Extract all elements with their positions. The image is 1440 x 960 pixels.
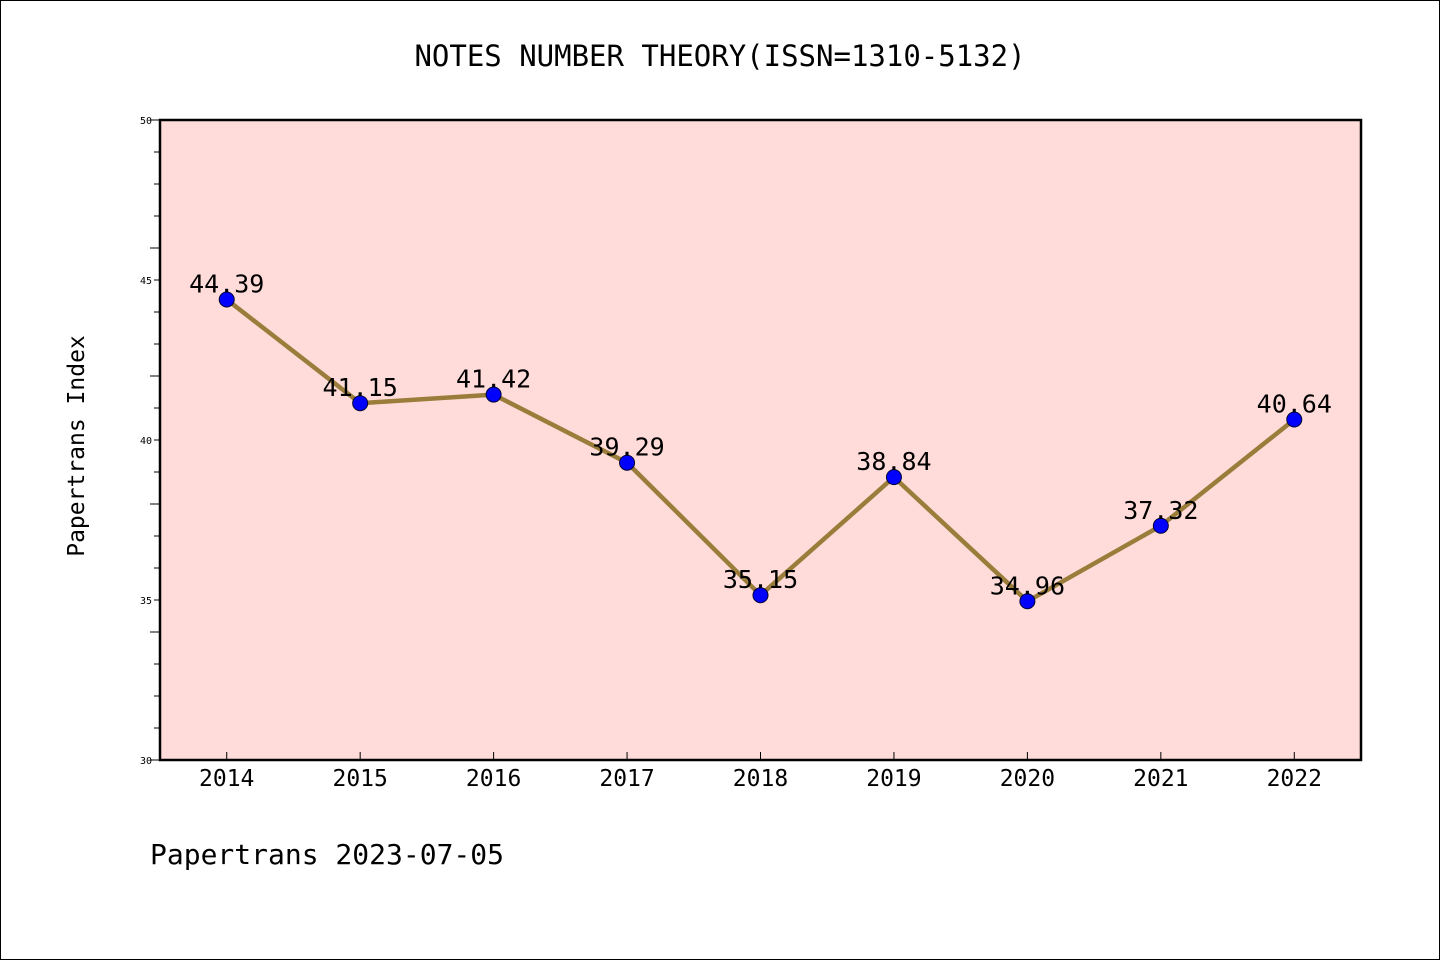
data-point	[352, 395, 369, 412]
data-point	[619, 454, 636, 471]
data-label: 38.84	[856, 447, 931, 476]
data-label: 44.39	[189, 270, 264, 299]
x-tick-label: 2015	[332, 766, 387, 792]
data-label: 39.29	[589, 433, 664, 462]
x-tick-label: 2021	[1133, 766, 1188, 792]
data-label: 34.96	[990, 571, 1065, 600]
y-axis: 30 35 40 45 50	[140, 116, 160, 767]
y-tick-label: 45	[140, 276, 152, 287]
x-tick-label: 2014	[199, 766, 254, 792]
data-label: 41.42	[456, 365, 531, 394]
data-point	[1152, 517, 1169, 534]
data-label: 37.32	[1123, 496, 1198, 525]
plot-area	[158, 118, 1363, 762]
data-points	[218, 291, 1303, 610]
y-tick-label: 35	[140, 596, 152, 607]
chart-title: NOTES NUMBER THEORY(ISSN=1310-5132)	[414, 39, 1025, 73]
data-label: 41.15	[323, 373, 398, 402]
x-tick-label: 2022	[1267, 766, 1322, 792]
footer-credit: Papertrans 2023-07-05	[150, 838, 504, 871]
data-label: 35.15	[723, 565, 798, 594]
data-point	[1019, 593, 1036, 610]
x-tick-label: 2017	[599, 766, 654, 792]
data-point	[485, 386, 502, 403]
x-tick-label: 2019	[866, 766, 921, 792]
data-point	[752, 587, 769, 604]
data-point	[885, 469, 902, 486]
x-tick-label: 2016	[466, 766, 521, 792]
y-tick-label: 50	[140, 116, 152, 127]
data-point	[218, 291, 235, 308]
x-tick-label: 2018	[733, 766, 788, 792]
data-label: 40.64	[1257, 390, 1332, 419]
data-point	[1286, 411, 1303, 428]
y-axis-label: Papertrans Index	[64, 335, 90, 557]
y-tick-label: 40	[140, 436, 152, 447]
x-tick-label: 2020	[1000, 766, 1055, 792]
data-labels: 44.39 41.15 41.42 39.29 35.15 38.84 34.96 37.32…	[189, 270, 1332, 601]
y-tick-label: 30	[140, 756, 152, 767]
x-axis: 2014 2015 2016 2017 2018 2019 2020 2021 2022	[199, 752, 1322, 792]
